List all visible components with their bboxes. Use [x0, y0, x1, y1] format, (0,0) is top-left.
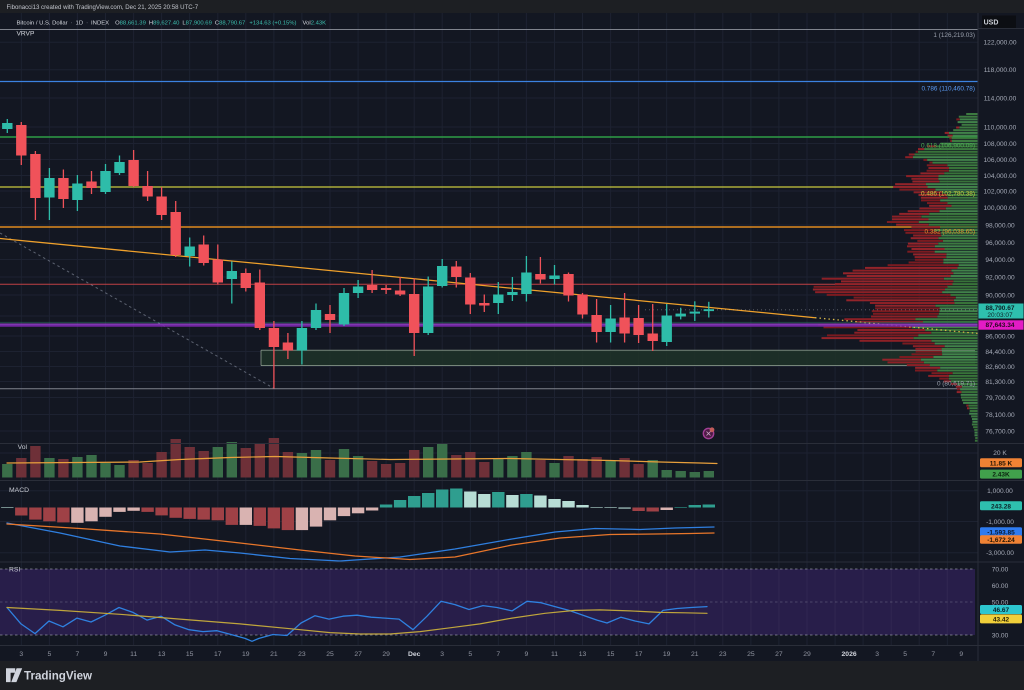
svg-text:46.67: 46.67	[993, 607, 1010, 614]
svg-text:79,700.00: 79,700.00	[985, 395, 1015, 402]
svg-text:11.85 K: 11.85 K	[990, 460, 1013, 467]
svg-text:9: 9	[959, 651, 963, 658]
svg-text:Vol: Vol	[18, 444, 28, 451]
svg-text:21: 21	[691, 651, 699, 658]
svg-text:30.00: 30.00	[992, 632, 1009, 639]
svg-text:20:03:07: 20:03:07	[987, 312, 1013, 319]
svg-text:5: 5	[468, 651, 472, 658]
svg-text:-1,000.00: -1,000.00	[986, 519, 1014, 526]
svg-text:96,000.00: 96,000.00	[985, 240, 1015, 247]
svg-text:25: 25	[747, 651, 755, 658]
svg-text:USD: USD	[984, 19, 999, 26]
svg-text:87,643.34: 87,643.34	[986, 322, 1015, 329]
svg-text:Dec: Dec	[408, 651, 421, 658]
svg-text:23: 23	[298, 651, 306, 658]
svg-text:60.00: 60.00	[992, 583, 1009, 590]
svg-text:86,000.00: 86,000.00	[985, 333, 1015, 340]
svg-text:9: 9	[104, 651, 108, 658]
svg-text:78,100.00: 78,100.00	[985, 412, 1015, 419]
svg-text:0.382 (96,038.65): 0.382 (96,038.65)	[925, 228, 975, 235]
svg-text:82,600.00: 82,600.00	[985, 364, 1015, 371]
svg-text:VRVP: VRVP	[17, 30, 35, 37]
svg-text:2026: 2026	[842, 651, 857, 658]
svg-text:3: 3	[440, 651, 444, 658]
svg-text:114,000.00: 114,000.00	[984, 95, 1017, 102]
svg-text:122,000.00: 122,000.00	[983, 40, 1016, 47]
svg-text:70.00: 70.00	[992, 566, 1009, 573]
svg-text:100,000.00: 100,000.00	[983, 205, 1016, 212]
svg-text:0.786 (110,460.78): 0.786 (110,460.78)	[921, 86, 975, 93]
svg-text:TradingView: TradingView	[24, 670, 93, 683]
svg-text:3: 3	[19, 651, 23, 658]
svg-text:Fibonacci13 created with Tradi: Fibonacci13 created with TradingView.com…	[7, 4, 199, 11]
svg-text:7: 7	[931, 651, 935, 658]
svg-text:98,000.00: 98,000.00	[985, 222, 1015, 229]
svg-text:50.00: 50.00	[992, 599, 1009, 606]
svg-text:3: 3	[875, 651, 879, 658]
svg-text:11: 11	[551, 651, 558, 658]
svg-text:27: 27	[354, 651, 362, 658]
svg-text:243.28: 243.28	[991, 503, 1011, 510]
svg-text:9: 9	[525, 651, 529, 658]
svg-text:15: 15	[607, 651, 615, 658]
svg-text:102,000.00: 102,000.00	[983, 188, 1016, 195]
svg-text:23: 23	[719, 651, 727, 658]
svg-text:108,000.00: 108,000.00	[983, 141, 1016, 148]
svg-text:-3,000.00: -3,000.00	[986, 550, 1014, 557]
svg-text:19: 19	[663, 651, 671, 658]
svg-text:-1,593.85: -1,593.85	[987, 529, 1015, 536]
svg-text:Bitcoin / U.S. Dollar·1D·INDEX: Bitcoin / U.S. Dollar · 1D · INDEX O88,661.39…	[17, 20, 327, 26]
svg-text:7: 7	[496, 651, 500, 658]
svg-text:7: 7	[76, 651, 80, 658]
svg-text:27: 27	[775, 651, 783, 658]
svg-text:1 (126,219.03): 1 (126,219.03)	[933, 32, 975, 39]
svg-text:92,000.00: 92,000.00	[985, 274, 1015, 281]
svg-text:17: 17	[214, 651, 222, 658]
svg-text:0 (80,619.71): 0 (80,619.71)	[937, 380, 975, 387]
svg-text:20 K: 20 K	[993, 450, 1007, 457]
svg-text:104,000.00: 104,000.00	[983, 173, 1016, 180]
svg-text:43.42: 43.42	[993, 617, 1010, 624]
svg-text:118,000.00: 118,000.00	[984, 67, 1017, 74]
svg-text:88,790.67: 88,790.67	[986, 305, 1015, 312]
svg-text:17: 17	[635, 651, 643, 658]
svg-text:13: 13	[579, 651, 587, 658]
svg-text:81,300.00: 81,300.00	[985, 379, 1015, 386]
svg-text:15: 15	[186, 651, 194, 658]
svg-text:0.618 (106,900.09): 0.618 (106,900.09)	[921, 143, 975, 150]
svg-text:29: 29	[803, 651, 811, 658]
svg-text:MACD: MACD	[9, 487, 29, 494]
svg-text:84,400.00: 84,400.00	[985, 349, 1015, 356]
svg-text:1,000.00: 1,000.00	[987, 488, 1013, 495]
svg-text:29: 29	[382, 651, 390, 658]
svg-text:90,000.00: 90,000.00	[985, 292, 1015, 299]
svg-text:-1,672.24: -1,672.24	[987, 537, 1015, 544]
svg-text:21: 21	[270, 651, 278, 658]
svg-text:25: 25	[326, 651, 334, 658]
svg-text:RSI: RSI	[9, 567, 20, 574]
svg-text:0.486 (102,780.38): 0.486 (102,780.38)	[921, 190, 975, 197]
svg-text:106,000.00: 106,000.00	[983, 157, 1016, 164]
svg-text:19: 19	[242, 651, 250, 658]
svg-text:13: 13	[158, 651, 166, 658]
svg-text:110,000.00: 110,000.00	[984, 124, 1017, 131]
svg-text:11: 11	[130, 651, 137, 658]
svg-text:94,000.00: 94,000.00	[985, 257, 1015, 264]
svg-text:76,700.00: 76,700.00	[985, 428, 1015, 435]
svg-text:5: 5	[903, 651, 907, 658]
svg-text:2.43K: 2.43K	[992, 472, 1010, 479]
svg-text:5: 5	[48, 651, 52, 658]
